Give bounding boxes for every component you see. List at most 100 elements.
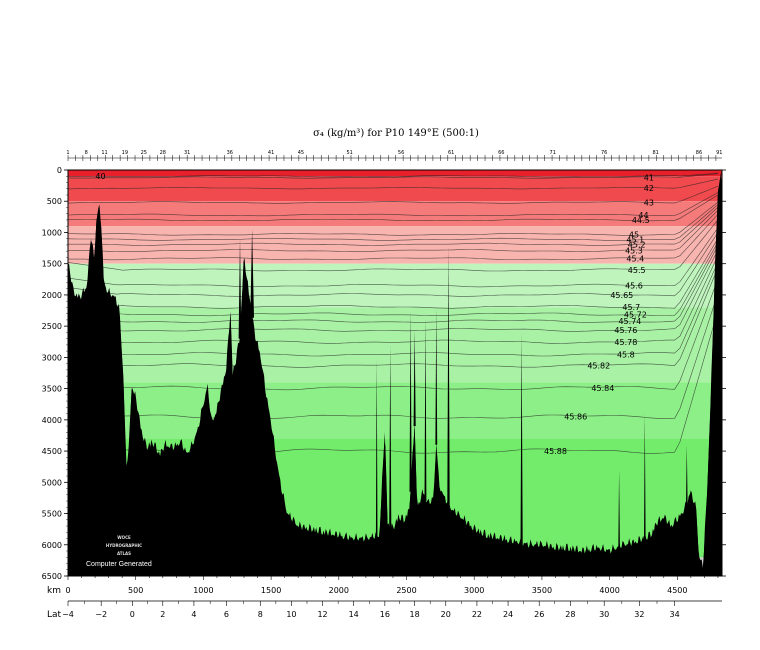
lat-tick-label: 28	[565, 610, 575, 619]
contour-label: 45.72	[624, 310, 647, 319]
isopycnal-line	[67, 278, 719, 391]
station-label: 61	[448, 150, 454, 156]
km-tick-label: 4500	[667, 586, 687, 595]
lat-tick-label: 6	[224, 610, 229, 619]
contour-label: 45.8	[617, 350, 635, 359]
watermark-line: HYDROGRAPHIC	[106, 543, 142, 548]
depth-tick-label: 2500	[42, 322, 62, 331]
contour-label: 44.5	[632, 216, 650, 225]
lat-tick-label: 2	[160, 610, 165, 619]
station-label: 81	[652, 150, 658, 156]
contour-label: 45	[629, 230, 639, 239]
isopycnal-line	[67, 173, 718, 179]
km-tick-label: 2000	[329, 586, 349, 595]
seamount-spike	[435, 307, 438, 445]
isopycnal-line	[67, 241, 719, 317]
isopycnal-line	[67, 219, 719, 272]
station-label: 71	[550, 150, 556, 156]
depth-tick-label: 1000	[42, 228, 62, 237]
seamount-spike	[238, 238, 242, 339]
contour-label: 45.1	[626, 235, 644, 244]
lat-axis-label: Lat	[47, 610, 62, 620]
station-label: 91	[716, 150, 722, 156]
contour-label: 45.65	[610, 291, 633, 300]
station-label: 28	[160, 150, 166, 156]
km-tick-label: 1000	[193, 586, 213, 595]
density-band	[68, 382, 722, 439]
depth-tick-label: 5500	[42, 510, 62, 519]
lat-tick-label: −2	[95, 610, 107, 619]
density-band	[68, 263, 722, 308]
contour-label: 45.88	[544, 447, 567, 456]
depth-tick-label: 6500	[42, 572, 62, 581]
isopycnal-line	[67, 214, 719, 261]
contour-label: 45.76	[614, 326, 637, 335]
contour-label: 45.78	[614, 338, 637, 347]
seamount-spike	[424, 316, 427, 501]
station-label: 19	[122, 150, 128, 156]
isopycnal-line	[68, 206, 719, 246]
contour-label: 43	[644, 198, 654, 207]
lat-tick-label: 8	[258, 610, 263, 619]
seamount-spike	[250, 229, 254, 318]
isopycnal-line	[68, 194, 719, 222]
station-label: 51	[346, 150, 352, 156]
density-band	[68, 201, 722, 227]
lat-tick-label: 0	[130, 610, 135, 619]
lat-tick-label: 14	[349, 610, 359, 619]
station-label: 45	[298, 150, 304, 156]
isopycnal-line	[67, 201, 719, 236]
depth-tick-label: 4500	[42, 447, 62, 456]
isopycnal-line	[67, 227, 719, 288]
lat-tick-label: 18	[410, 610, 420, 619]
km-tick-label: 0	[65, 586, 70, 595]
lat-tick-label: 34	[670, 610, 680, 619]
chart-title: σ₄ (kg/m³) for P10 149°E (500:1)	[313, 128, 479, 139]
km-axis: 0 500 1000 1500 2000 2500 3000 3500 4000 4500	[65, 575, 722, 595]
lat-tick-label: 24	[503, 610, 513, 619]
isopycnal-line	[67, 204, 719, 241]
contour-label: 45.84	[591, 384, 614, 393]
km-tick-label: 3500	[532, 586, 552, 595]
station-label: 56	[398, 150, 404, 156]
depth-tick-label: 500	[47, 197, 62, 206]
lat-tick-label: 4	[191, 610, 196, 619]
isopycnal-line	[67, 261, 719, 357]
seamount-spike	[686, 444, 688, 506]
watermark-caption: Computer Generated	[86, 561, 152, 568]
density-band	[68, 176, 722, 202]
contour-label: 45.3	[625, 247, 643, 256]
isopycnal-line	[67, 172, 718, 178]
depth-tick-label: 3000	[42, 353, 62, 362]
station-label: 8	[85, 150, 88, 156]
lat-tick-label: 30	[599, 610, 609, 619]
km-tick-label: 4000	[599, 586, 619, 595]
bathymetry	[68, 171, 722, 576]
lat-tick-label: 26	[534, 610, 544, 619]
contour-label: 45.4	[626, 255, 644, 264]
seamount-spike	[375, 357, 378, 540]
isopycnal-line	[67, 238, 719, 309]
lat-tick-label: 16	[380, 610, 390, 619]
isopycnal-line	[67, 178, 718, 190]
depth-tick-label: 2000	[42, 291, 62, 300]
km-axis-label: km	[47, 586, 61, 596]
contour-label: 45.6	[625, 282, 643, 291]
km-tick-label: 3000	[464, 586, 484, 595]
station-label: 11	[101, 150, 107, 156]
isopycnal-line	[67, 192, 719, 217]
contour-label: 45.86	[564, 413, 587, 422]
lat-tick-label: 22	[472, 610, 482, 619]
seamount-spike	[520, 332, 523, 547]
isopycnal-line	[67, 249, 719, 332]
lat-tick-label: −4	[62, 610, 74, 619]
seamount-spike	[409, 310, 412, 492]
depth-tick-label: 3500	[42, 385, 62, 394]
isopycnal-line	[68, 210, 719, 252]
km-tick-label: 2500	[396, 586, 416, 595]
lat-axis: −4 −2 0 2 4 6 8 10 12 14 16 18 20 22 24 26 28 30 32 34	[62, 600, 722, 619]
woce-watermark: WOCE HYDROGRAPHIC ATLAS Computer Generated	[86, 535, 152, 568]
density-band	[68, 307, 722, 383]
isopycnal-line	[67, 245, 719, 323]
